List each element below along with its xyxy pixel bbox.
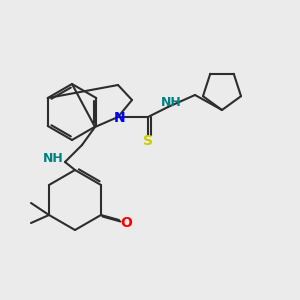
Text: NH: NH <box>160 95 182 109</box>
Text: NH: NH <box>43 152 63 166</box>
Text: S: S <box>143 134 153 148</box>
Text: O: O <box>120 216 132 230</box>
Text: N: N <box>114 111 126 125</box>
